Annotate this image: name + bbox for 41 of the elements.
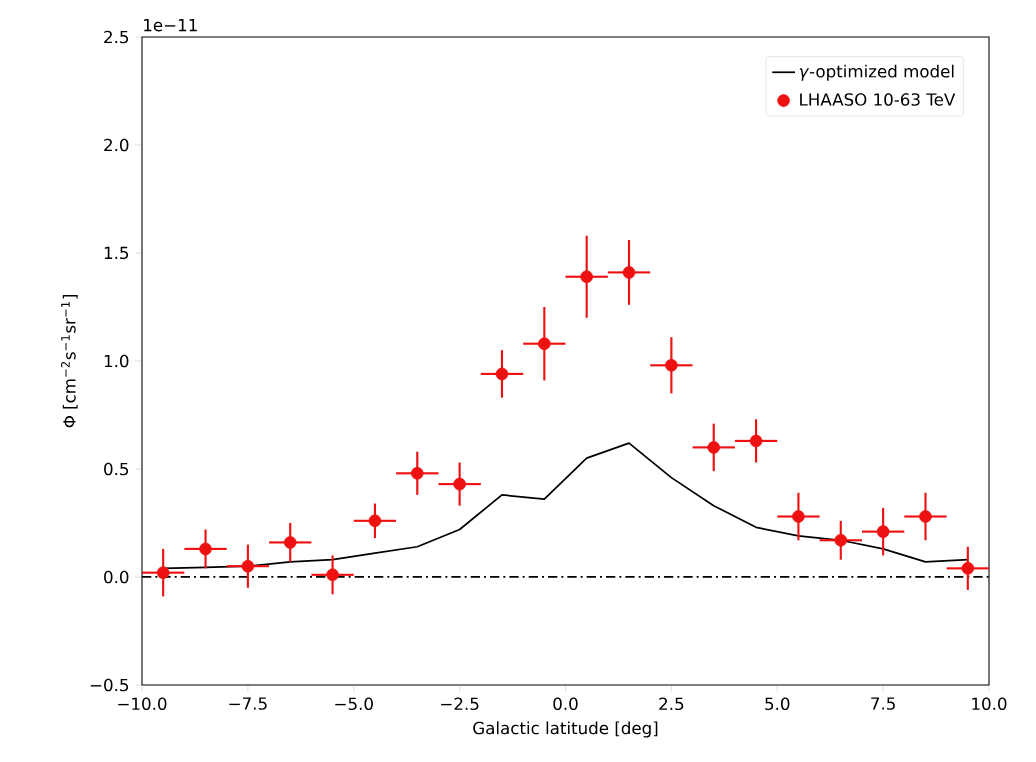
point <box>199 542 212 556</box>
x-tick-label: −2.5 <box>441 697 479 711</box>
point <box>749 434 763 448</box>
point <box>241 559 255 573</box>
point <box>707 441 720 454</box>
point <box>665 359 678 372</box>
point <box>283 536 297 549</box>
x-tick-label: 5.0 <box>765 697 790 711</box>
x-tick-label: 10.0 <box>972 697 1007 711</box>
legend-label: γ-optimized model <box>799 64 954 81</box>
point <box>919 510 932 523</box>
point <box>876 525 890 538</box>
x-tick-label: −5.0 <box>335 697 373 711</box>
x-tick-label: 2.5 <box>659 697 684 711</box>
point <box>411 467 424 480</box>
point <box>622 266 636 279</box>
y-tick-label: 1.5 <box>104 246 129 260</box>
x-tick-label: −10.0 <box>118 697 167 711</box>
point <box>495 367 509 381</box>
point <box>961 562 975 575</box>
legend-label: LHAASO 10-63 TeV <box>800 93 956 106</box>
text: 1e−11 <box>144 19 197 32</box>
y-tick-label: −0.5 <box>90 678 129 692</box>
point <box>156 566 170 579</box>
point <box>834 534 848 547</box>
point <box>538 337 551 350</box>
y-tick-label: 2.5 <box>104 30 129 44</box>
y-tick-label: 1.0 <box>104 354 129 368</box>
point <box>368 514 382 528</box>
y-tick-label: 2.0 <box>104 138 129 152</box>
x-tick-label: 0.0 <box>553 697 578 711</box>
point <box>326 568 339 582</box>
point <box>453 477 466 491</box>
x-tick-label: 7.5 <box>871 697 895 710</box>
x-axis-title: Galactic latitude [deg] <box>473 721 658 738</box>
point <box>580 270 593 284</box>
point <box>792 510 805 523</box>
y-tick-label: 0.5 <box>104 462 129 476</box>
x-tick-label: −7.5 <box>229 697 267 710</box>
y-axis-title: Φ [cm$^{−2}$s$^{−1}$sr$^{−1}$] <box>61 295 78 428</box>
y-tick-label: 0.0 <box>104 570 129 584</box>
